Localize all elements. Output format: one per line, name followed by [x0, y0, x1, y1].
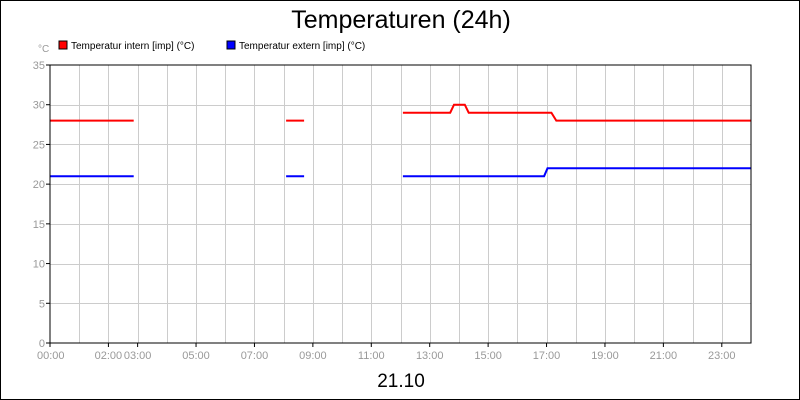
x-tick-label: 03:00: [124, 350, 152, 362]
legend-label-series-1: Temperatur intern [imp] (°C): [71, 41, 194, 52]
y-axis-ticks: 0 5 10 15 20 25 30 35: [33, 60, 50, 350]
legend-entry: Temperatur intern [imp] (°C): [58, 40, 194, 52]
series-1-line: [402, 103, 751, 122]
x-axis-ticks: 00:00 02:00 03:00 05:00 07:00 09:00 11:00 13:00…: [37, 343, 736, 362]
x-tick-label: 05:00: [182, 350, 210, 362]
x-tick-label: 13:00: [416, 350, 444, 362]
y-tick-label: 0: [39, 338, 45, 350]
legend-entry: Temperatur extern [imp] (°C): [226, 40, 365, 52]
y-tick-label: 35: [33, 60, 45, 72]
x-tick-label: 00:00: [37, 350, 65, 362]
y-axis-unit: °C: [38, 44, 49, 55]
series-lines: [50, 103, 751, 178]
series-2-line: [402, 167, 751, 178]
chart-title: Temperaturen (24h): [291, 6, 511, 34]
y-tick-label: 25: [33, 139, 45, 151]
x-tick-label: 15:00: [474, 350, 502, 362]
x-tick-label: 07:00: [241, 350, 269, 362]
x-tick-label: 23:00: [708, 350, 736, 362]
y-tick-label: 15: [33, 219, 45, 231]
y-tick-label: 10: [33, 259, 45, 271]
legend-label-series-2: Temperatur extern [imp] (°C): [239, 41, 365, 52]
plot-area-border: [49, 64, 752, 344]
grid: [50, 65, 751, 343]
legend-swatch-series-1: [58, 40, 68, 50]
x-tick-label: 02:00: [95, 350, 123, 362]
y-tick-label: 5: [39, 298, 45, 310]
y-tick-label: 20: [33, 179, 45, 191]
x-tick-label: 21:00: [650, 350, 678, 362]
legend-swatch-series-2: [226, 40, 236, 50]
legend: Temperatur intern [imp] (°C) Temperatur …: [58, 40, 365, 52]
x-tick-label: 17:00: [533, 350, 561, 362]
x-tick-label: 09:00: [299, 350, 327, 362]
date-label: 21.10: [377, 371, 425, 392]
x-tick-label: 19:00: [591, 350, 619, 362]
y-tick-label: 30: [33, 100, 45, 112]
x-tick-label: 11:00: [358, 350, 385, 362]
